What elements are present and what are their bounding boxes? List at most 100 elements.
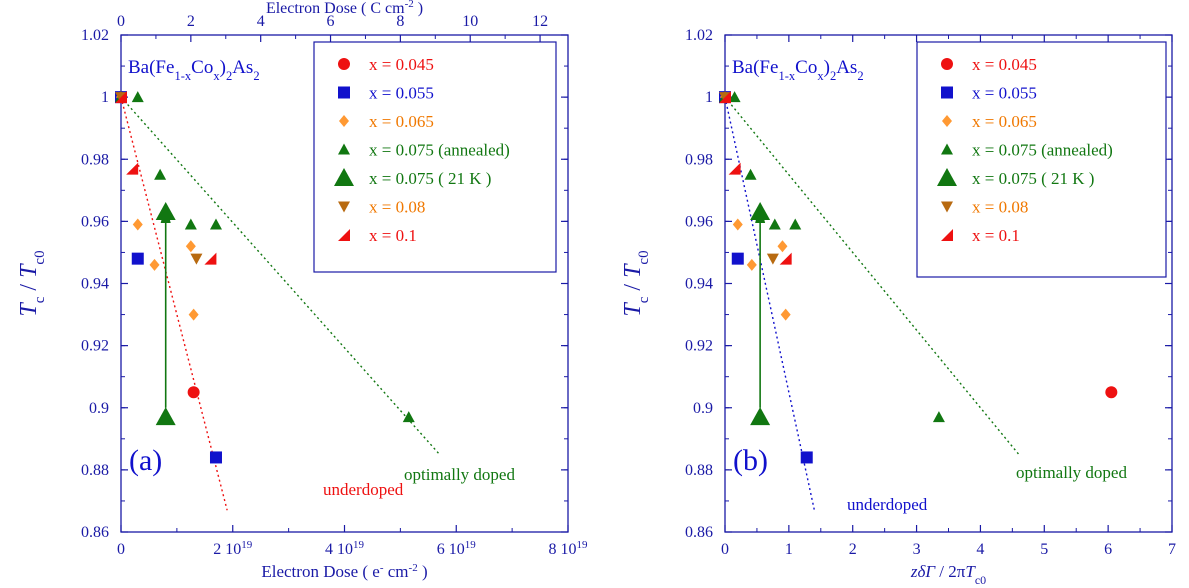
data-point xyxy=(932,411,945,423)
data-point xyxy=(728,91,741,103)
data-point xyxy=(149,258,160,271)
legend-marker xyxy=(339,115,349,127)
legend: x = 0.045 x = 0.055 x = 0.065 x = 0.075 (an… xyxy=(313,41,557,273)
series-x-0-1 xyxy=(115,91,217,265)
y-tick-label: 1 xyxy=(705,89,713,106)
legend-item: x = 0.055 xyxy=(338,84,434,103)
data-point xyxy=(209,218,222,230)
legend-marker xyxy=(941,201,953,213)
series-x-0-075-21-k xyxy=(155,202,176,426)
legend-item: x = 0.08 xyxy=(338,198,425,217)
y-tick-label: 0.94 xyxy=(685,276,713,293)
legend: x = 0.045 x = 0.055 x = 0.065 x = 0.075 (an… xyxy=(916,41,1167,278)
legend-label: x = 0.08 xyxy=(369,198,425,217)
legend-label: x = 0.1 xyxy=(369,226,417,245)
fit-line-optimally-doped xyxy=(724,96,1020,455)
legend-item: x = 0.075 ( 21 K ) xyxy=(937,168,1094,188)
x-axis-label: Electron Dose ( e- cm-2 ) xyxy=(261,562,427,581)
series-x-0-075-21-k xyxy=(750,202,771,426)
legend-marker xyxy=(338,86,350,99)
legend-marker xyxy=(338,201,350,213)
legend-marker xyxy=(941,143,953,155)
x-tick-label: 0 xyxy=(117,541,125,558)
top-x-tick-label: 8 xyxy=(396,13,404,30)
legend-item: x = 0.055 xyxy=(941,84,1037,103)
series-x-0-045 xyxy=(115,91,200,399)
legend-marker xyxy=(941,86,953,99)
data-point xyxy=(780,308,791,321)
data-point xyxy=(732,218,743,231)
legend-label: x = 0.065 xyxy=(369,112,434,131)
legend-marker xyxy=(941,58,953,70)
y-tick-label: 0.92 xyxy=(685,338,713,355)
x-tick-label: 6 1019 xyxy=(437,539,477,558)
legend-label: x = 0.065 xyxy=(972,112,1037,131)
x-tick-label: 0 xyxy=(721,541,729,558)
y-tick-label: 0.88 xyxy=(81,462,109,479)
legend-label: x = 0.1 xyxy=(972,226,1020,245)
legend-box xyxy=(916,41,1167,278)
top-x-tick-label: 0 xyxy=(117,13,125,30)
x-axis: 0 2 1019 4 1019 6 1019 8 1019 xyxy=(117,525,588,558)
data-point xyxy=(1105,386,1118,399)
data-point xyxy=(188,308,199,321)
legend-label: x = 0.055 xyxy=(972,84,1037,103)
legend-item: x = 0.065 xyxy=(942,112,1037,131)
legend-label: x = 0.075 (annealed) xyxy=(369,141,510,160)
data-point xyxy=(731,252,744,265)
data-point xyxy=(800,451,813,464)
data-point xyxy=(402,411,415,423)
top-x-tick-label: 6 xyxy=(327,13,335,30)
x-axis-label: zδΓ / 2πTc0 xyxy=(910,562,986,587)
x-tick-label: 3 xyxy=(913,541,921,558)
compound-label: Ba(Fe1-xCox)2As2 xyxy=(128,57,260,83)
compound-label: Ba(Fe1-xCox)2As2 xyxy=(732,57,864,83)
panel-label: (b) xyxy=(733,444,768,477)
legend-marker xyxy=(338,229,350,241)
y-tick-label: 0.9 xyxy=(89,400,109,417)
legend-label: x = 0.075 (annealed) xyxy=(972,141,1113,160)
series-x-0-075-annealed xyxy=(719,91,945,423)
y-tick-label: 0.98 xyxy=(685,151,713,168)
data-point xyxy=(184,218,197,230)
data-point xyxy=(746,258,757,271)
x-tick-label: 7 xyxy=(1168,541,1176,558)
y-tick-label: 1.02 xyxy=(685,27,713,44)
chart-panel-b: 0.86 0.88 0.9 0.92 0.94 0.96 0.98 1 1.02 0 1 2 3 4 5 6 7… xyxy=(620,27,1176,587)
data-point xyxy=(204,252,217,265)
legend-item: x = 0.1 xyxy=(338,226,417,245)
legend-item: x = 0.045 xyxy=(338,55,434,74)
series-x-0-055 xyxy=(719,91,813,464)
legend-marker xyxy=(338,58,350,70)
data-point xyxy=(768,218,781,230)
y-tick-label: 0.96 xyxy=(81,213,109,230)
legend-item: x = 0.08 xyxy=(941,198,1028,217)
underdoped-label: underdoped xyxy=(323,480,404,499)
x-tick-label: 5 xyxy=(1040,541,1048,558)
data-point xyxy=(115,91,127,104)
data-point xyxy=(185,240,196,253)
legend-box xyxy=(313,41,557,273)
data-point xyxy=(190,253,203,265)
x-tick-label: 4 1019 xyxy=(325,539,365,558)
y-tick-label: 0.9 xyxy=(693,400,713,417)
y-axis-label: Tc / Tc0 xyxy=(16,250,48,316)
x-tick-label: 8 1019 xyxy=(549,539,589,558)
data-point xyxy=(750,407,771,426)
legend-item: x = 0.075 ( 21 K ) xyxy=(334,168,491,188)
data-point xyxy=(209,451,222,464)
data-point xyxy=(750,202,771,221)
legend-label: x = 0.045 xyxy=(972,55,1037,74)
underdoped-label: underdoped xyxy=(847,495,928,514)
top-x-tick-label: 4 xyxy=(257,13,265,30)
x-tick-label: 6 xyxy=(1104,541,1112,558)
legend-item: x = 0.075 (annealed) xyxy=(941,141,1113,160)
series-x-0-065 xyxy=(720,91,791,321)
y-tick-label: 0.88 xyxy=(685,462,713,479)
x-axis: 0 1 2 3 4 5 6 7 xyxy=(721,35,1176,558)
legend-marker xyxy=(334,168,354,186)
top-x-tick-label: 2 xyxy=(187,13,195,30)
top-x-tick-label: 12 xyxy=(532,13,548,30)
data-point xyxy=(789,218,802,230)
